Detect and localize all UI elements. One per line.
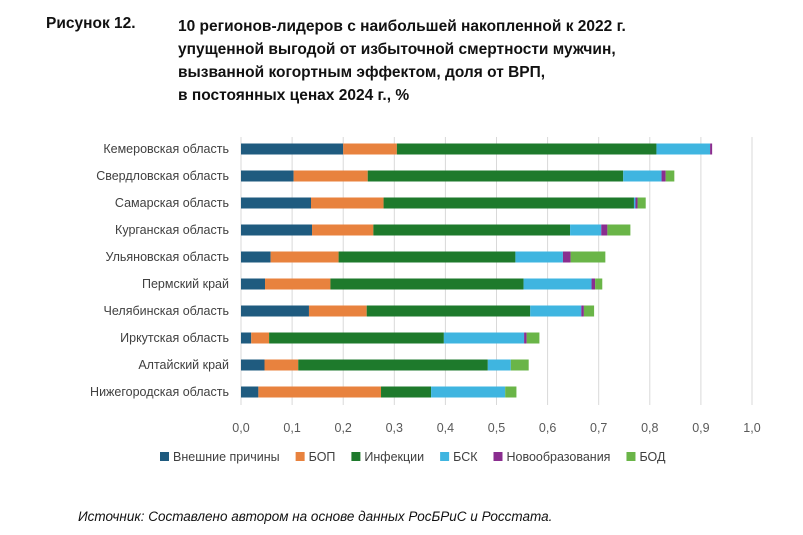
bar-segment <box>264 359 299 371</box>
legend-label: Новообразования <box>507 450 611 464</box>
bar-segment <box>570 224 602 236</box>
bar-segment <box>637 197 646 209</box>
x-tick-label: 0,7 <box>590 421 607 435</box>
bar-segment <box>607 224 631 236</box>
legend-swatch <box>160 452 169 461</box>
bar-segment <box>241 170 294 182</box>
bar-segment <box>338 251 516 263</box>
bar-segment <box>487 359 511 371</box>
bar-segment <box>524 332 527 344</box>
bar-segment <box>366 305 531 317</box>
bar-segment <box>241 251 271 263</box>
bar-segment <box>623 170 662 182</box>
bar-segment <box>595 278 603 290</box>
bar-segment <box>251 332 270 344</box>
bar-segment <box>241 197 312 209</box>
title-line-1: 10 регионов-лидеров с наибольшей накопле… <box>178 18 626 35</box>
bar-segment <box>241 143 344 155</box>
bar-segment <box>396 143 657 155</box>
bar-segment <box>241 332 252 344</box>
legend-label: Внешние причины <box>173 450 280 464</box>
category-label: Пермский край <box>142 277 229 291</box>
bar-segment <box>656 143 711 155</box>
category-label: Курганская область <box>115 223 229 237</box>
title-line-4: в постоянных ценах 2024 г., % <box>178 87 410 104</box>
category-label: Нижегородская область <box>90 385 229 399</box>
category-label: Свердловская область <box>96 169 229 183</box>
bar-segment <box>665 170 675 182</box>
bar-segment <box>530 305 582 317</box>
legend-label: Инфекции <box>364 450 424 464</box>
category-label: Кемеровская область <box>103 142 229 156</box>
bar-segment <box>505 386 517 398</box>
bar-segment <box>383 197 634 209</box>
legend-label: БОД <box>639 450 666 464</box>
bar-segment <box>710 143 713 155</box>
bar-segment <box>241 224 313 236</box>
legend-swatch <box>351 452 361 461</box>
bar-segment <box>431 386 506 398</box>
bar-segment <box>311 197 384 209</box>
legend-swatch <box>440 452 450 461</box>
bar-segment <box>241 278 266 290</box>
bar-segment <box>308 305 367 317</box>
category-label: Челябинская область <box>104 304 229 318</box>
bar-segment <box>583 305 595 317</box>
x-tick-label: 0,4 <box>437 421 454 435</box>
x-tick-label: 0,6 <box>539 421 556 435</box>
bar-segment <box>241 386 259 398</box>
bar-segment <box>269 332 444 344</box>
x-tick-label: 0,5 <box>488 421 505 435</box>
category-label: Иркутская область <box>120 331 229 345</box>
bar-segment <box>515 251 563 263</box>
category-label: Алтайский край <box>138 358 229 372</box>
category-label: Самарская область <box>115 196 229 210</box>
bar-segment <box>381 386 432 398</box>
bar-segment <box>298 359 488 371</box>
bar-segment <box>343 143 397 155</box>
x-tick-label: 0,8 <box>641 421 658 435</box>
x-tick-label: 0,0 <box>232 421 249 435</box>
x-tick-label: 0,1 <box>283 421 300 435</box>
bar-segment <box>523 278 592 290</box>
bar-segment <box>601 224 608 236</box>
bar-segment <box>570 251 606 263</box>
bar-segment <box>330 278 524 290</box>
bar-segment <box>265 278 331 290</box>
bar-segment <box>241 305 309 317</box>
x-tick-label: 1,0 <box>743 421 760 435</box>
bar-segment <box>526 332 540 344</box>
bar-segment <box>293 170 368 182</box>
legend-swatch <box>626 452 636 461</box>
source-note: Источник: Составлено автором на основе д… <box>78 509 553 524</box>
x-tick-label: 0,3 <box>386 421 403 435</box>
legend-swatch <box>493 452 503 461</box>
legend-label: БСК <box>453 450 478 464</box>
legend-label: БОП <box>309 450 336 464</box>
bar-segment <box>258 386 382 398</box>
bar-segment <box>591 278 596 290</box>
category-label: Ульяновская область <box>105 250 229 264</box>
bar-segment <box>661 170 666 182</box>
figure-label: Рисунок 12. <box>46 15 136 32</box>
bar-segment <box>443 332 525 344</box>
bar-segment <box>270 251 339 263</box>
bar-segment <box>367 170 624 182</box>
chart-title: 10 регионов-лидеров с наибольшей накопле… <box>178 15 778 107</box>
bar-segment <box>633 197 636 209</box>
bar-segment <box>312 224 374 236</box>
bar-segment <box>373 224 571 236</box>
x-tick-label: 0,9 <box>692 421 709 435</box>
bar-segment <box>581 305 584 317</box>
bar-segment <box>562 251 571 263</box>
legend-swatch <box>295 452 305 461</box>
x-tick-label: 0,2 <box>335 421 352 435</box>
bar-segment <box>510 359 529 371</box>
title-line-3: вызванной когортным эффектом, доля от ВР… <box>178 64 546 81</box>
title-line-2: упущенной выгодой от избыточной смертнос… <box>178 41 616 58</box>
bar-segment <box>635 197 638 209</box>
bar-segment <box>241 359 265 371</box>
